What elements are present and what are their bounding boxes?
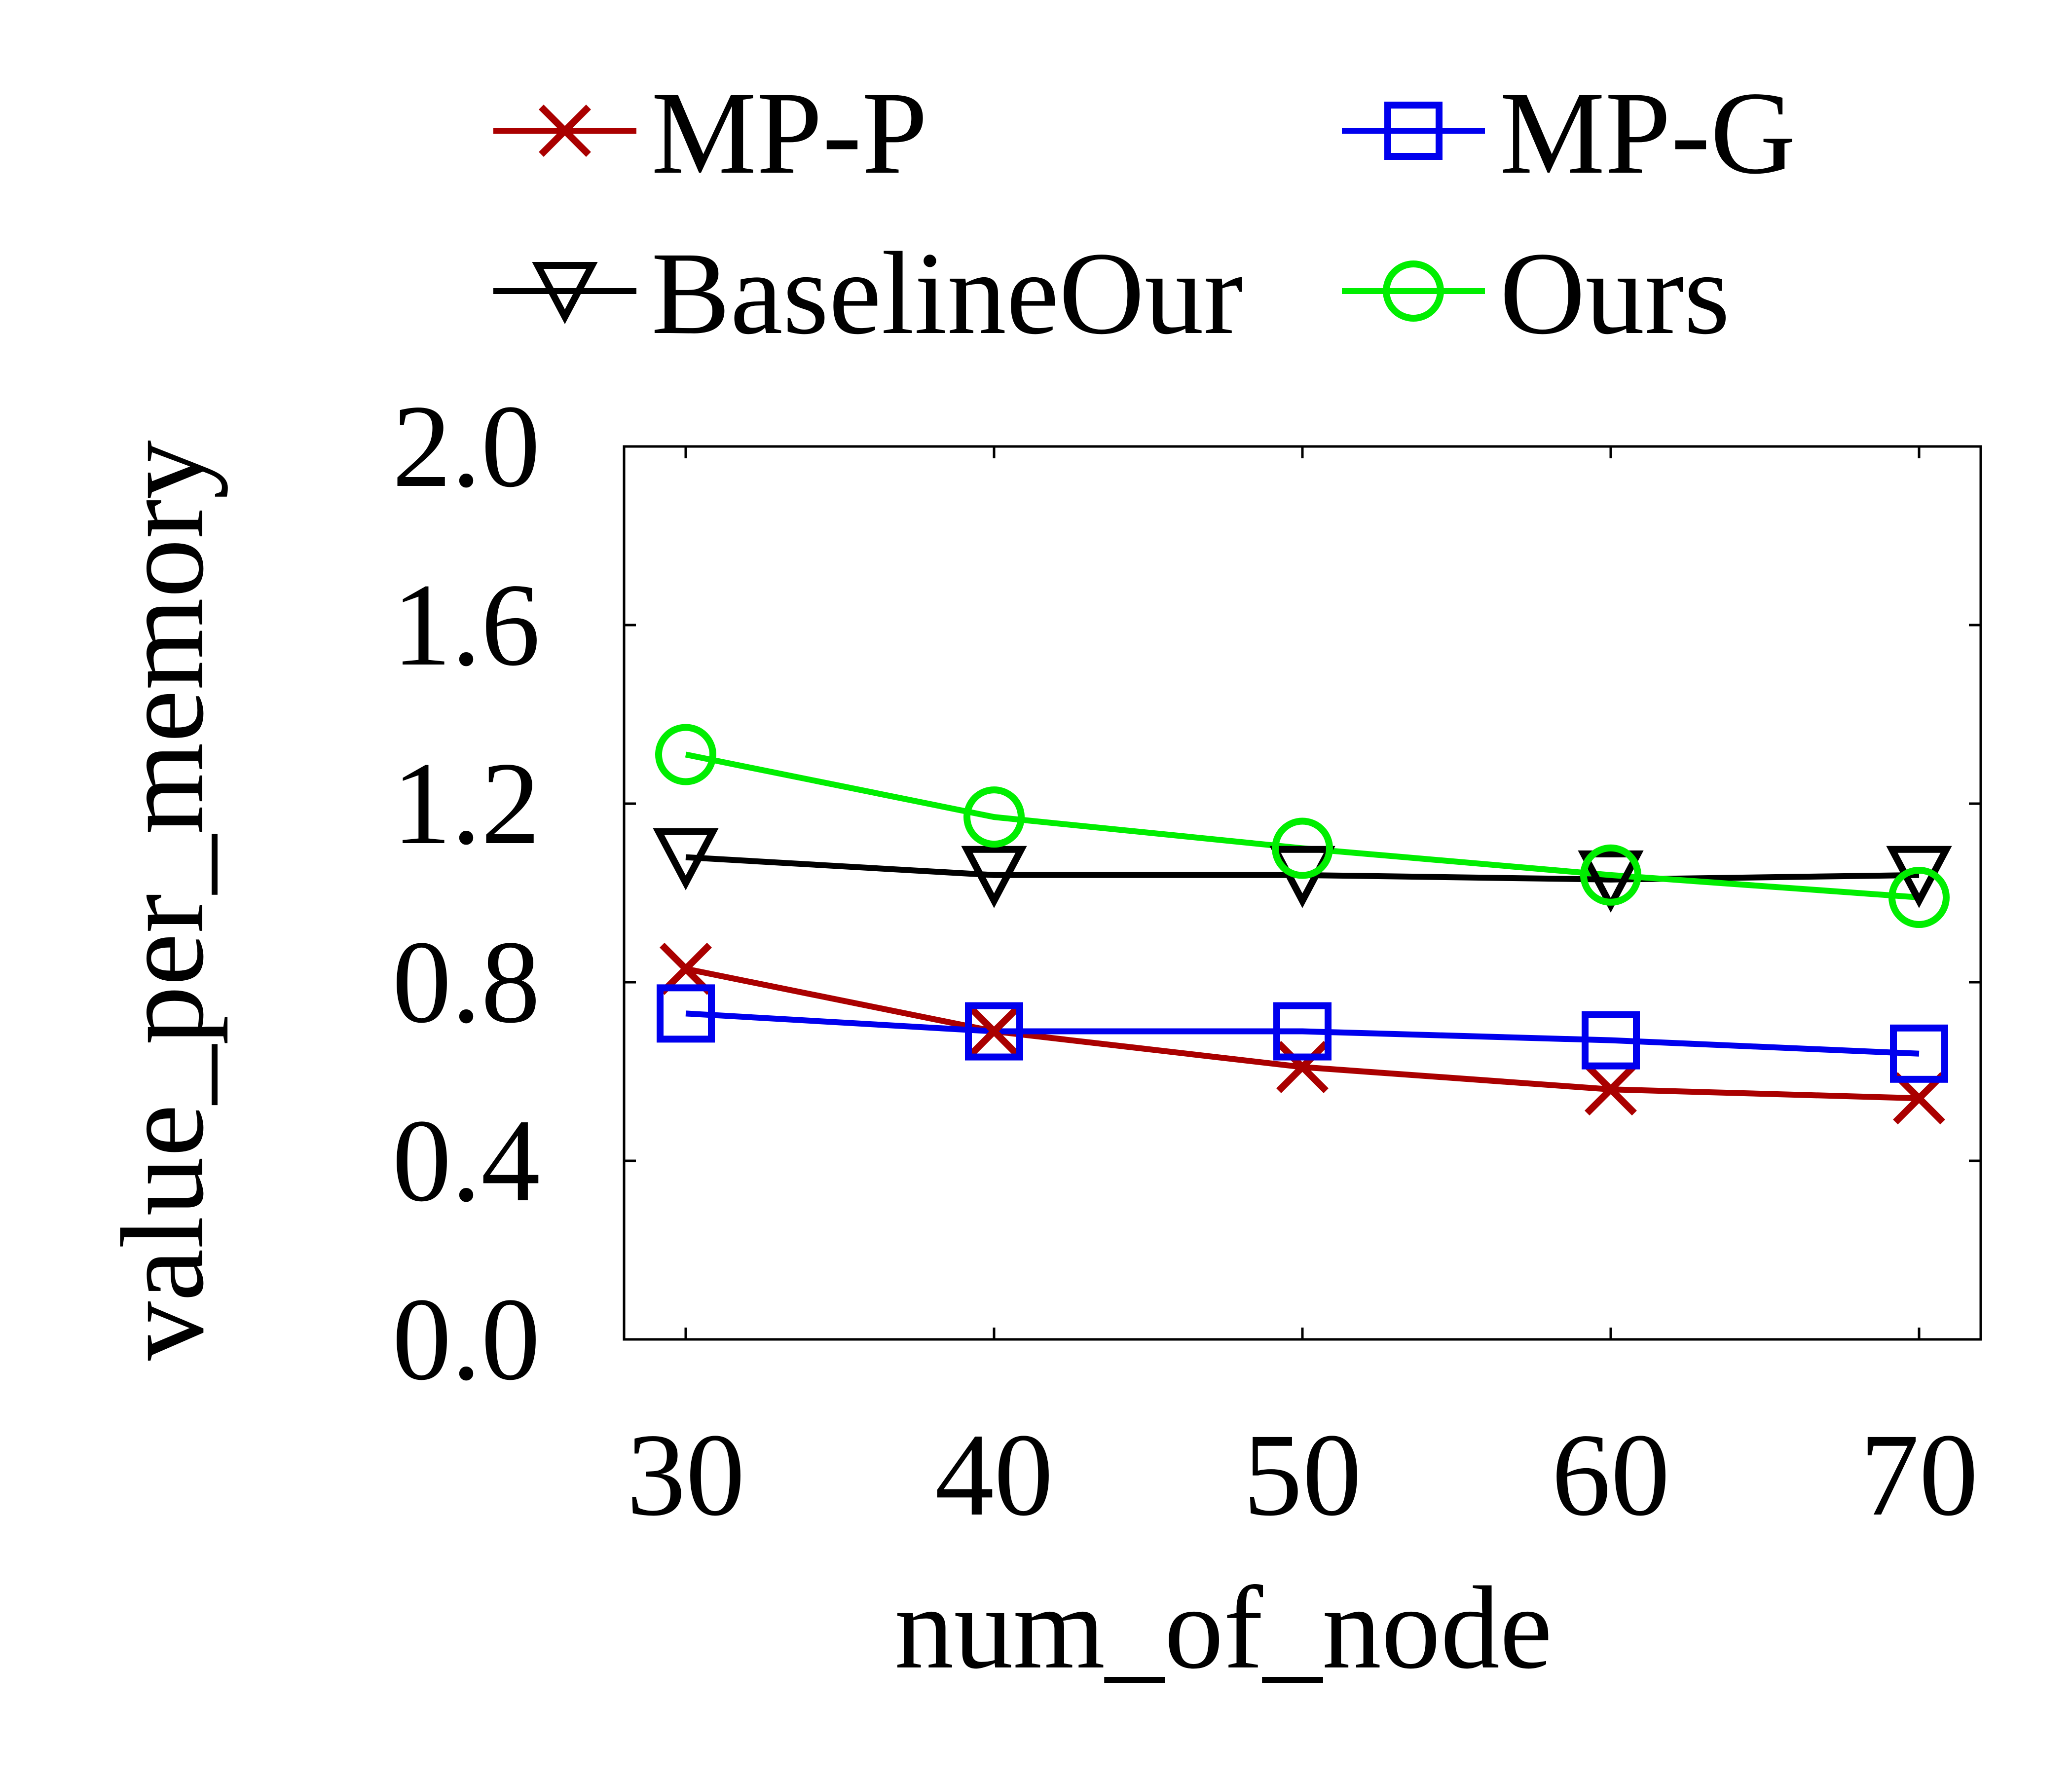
data-point-mp-g xyxy=(657,984,715,1043)
x-axis-ticks: 30 40 50 60 70 xyxy=(627,446,1978,1540)
legend-item-ours: Ours xyxy=(1342,227,1730,359)
plot-area-frame xyxy=(623,445,1982,1341)
legend-marker-mp-p xyxy=(539,105,591,157)
series-line-mp-g xyxy=(685,1010,1920,1057)
y-tick-label: 1.6 xyxy=(392,559,540,690)
x-tick-label: 30 xyxy=(627,1409,745,1540)
series-markers xyxy=(653,724,1952,1125)
legend-label: BaselineOur xyxy=(651,227,1243,359)
data-point-ours xyxy=(1272,817,1333,879)
x-axis-label: num_of_node xyxy=(894,1562,1552,1693)
series-lines xyxy=(685,751,1920,1102)
legend: MP-P MP-G BaselineOur Ours xyxy=(493,67,1796,359)
data-point-ours xyxy=(963,786,1025,848)
legend-item-baselineour: BaselineOur xyxy=(493,227,1243,359)
data-point-mp-p xyxy=(1585,1063,1637,1116)
x-tick-label: 70 xyxy=(1860,1409,1978,1540)
y-tick-label: 1.2 xyxy=(392,738,540,869)
data-point-mp-g xyxy=(965,1002,1023,1061)
data-point-mp-g xyxy=(1890,1024,1948,1083)
data-point-baselineour xyxy=(1578,850,1644,913)
data-point-baselineour xyxy=(961,846,1027,908)
data-point-mp-p xyxy=(968,1005,1020,1058)
x-tick-label: 60 xyxy=(1552,1409,1670,1540)
y-axis-label: value_per_memory xyxy=(97,440,228,1361)
data-point-baselineour xyxy=(653,828,719,890)
legend-label: Ours xyxy=(1500,227,1730,359)
data-point-mp-g xyxy=(1582,1011,1640,1070)
legend-marker-ours xyxy=(1383,260,1444,322)
y-axis-ticks: 0.0 0.4 0.8 1.2 1.6 2.0 xyxy=(392,380,1981,1405)
legend-label: MP-P xyxy=(651,67,927,198)
y-tick-label: 0.4 xyxy=(392,1095,540,1226)
data-point-ours xyxy=(1888,867,1950,928)
data-point-ours xyxy=(655,724,716,785)
data-point-ours xyxy=(1580,844,1641,906)
x-tick-label: 40 xyxy=(935,1409,1053,1540)
legend-item-mp-g: MP-G xyxy=(1342,67,1796,198)
legend-marker-baselineour xyxy=(532,262,598,324)
data-point-mp-g xyxy=(1273,1002,1332,1061)
y-tick-label: 2.0 xyxy=(392,380,540,512)
legend-label: MP-G xyxy=(1500,67,1796,198)
data-point-mp-p xyxy=(1276,1041,1329,1093)
y-tick-label: 0.8 xyxy=(392,916,540,1047)
x-tick-label: 50 xyxy=(1243,1409,1362,1540)
y-tick-label: 0.0 xyxy=(392,1273,540,1405)
legend-marker-mp-g xyxy=(1384,102,1443,160)
legend-item-mp-p: MP-P xyxy=(493,67,927,198)
